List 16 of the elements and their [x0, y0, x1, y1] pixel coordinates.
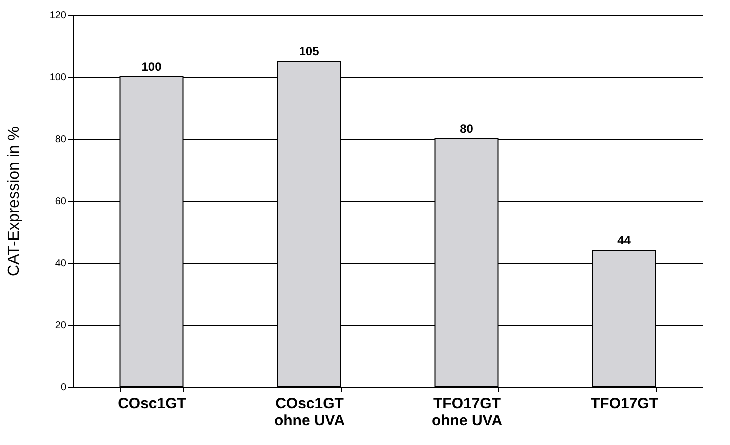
data-label: 100 [142, 60, 162, 74]
y-tick-label: 40 [55, 258, 67, 270]
y-axis-title: CAT-Expression in % [6, 126, 23, 276]
y-tick-label: 0 [60, 382, 67, 394]
y-tick-label: 100 [50, 72, 67, 84]
x-tick-label: COsc1GT ohne UVA [274, 396, 346, 430]
y-tick-label: 20 [55, 320, 67, 332]
x-tick-label: TFO17GT ohne UVA [432, 396, 503, 430]
y-tick-label: 60 [55, 196, 67, 208]
data-label: 105 [299, 44, 320, 58]
y-tick-label: 120 [50, 10, 67, 22]
data-label: 44 [618, 234, 632, 248]
x-tick-label: TFO17GT [590, 396, 659, 412]
x-tick-label: COsc1GT [118, 396, 186, 412]
data-label: 80 [460, 122, 474, 136]
y-tick-label: 80 [55, 134, 67, 146]
